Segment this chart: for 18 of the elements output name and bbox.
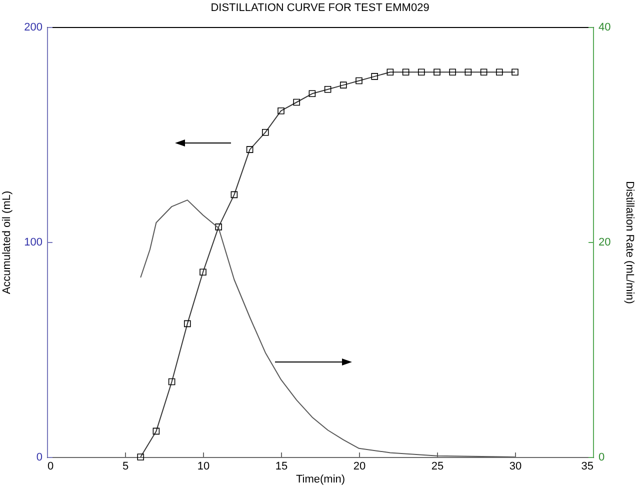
y-tick-label: 0 [36, 452, 42, 464]
x-tick-label: 30 [509, 460, 522, 472]
y-tick-label: 100 [24, 236, 42, 248]
x-tick-label: 25 [431, 460, 444, 472]
y2-axis-title: Distillation Rate (mL/min) [624, 181, 636, 304]
x-axis-title: Time(min) [296, 474, 346, 486]
y2-tick-label: 40 [598, 22, 611, 34]
x-tick-label: 35 [581, 460, 594, 472]
y-tick-label: 200 [24, 22, 42, 34]
x-tick-label: 5 [122, 460, 129, 472]
x-tick-label: 15 [275, 460, 288, 472]
x-tick-label: 10 [197, 460, 210, 472]
chart-title: DISTILLATION CURVE FOR TEST EMM029 [210, 2, 430, 14]
y2-tick-label: 0 [598, 452, 605, 464]
y-axis-title: Accumulated oil (mL) [1, 190, 14, 294]
x-tick-label: 20 [353, 460, 366, 472]
y2-tick-label: 20 [598, 236, 611, 248]
x-tick-label: 0 [48, 460, 54, 472]
